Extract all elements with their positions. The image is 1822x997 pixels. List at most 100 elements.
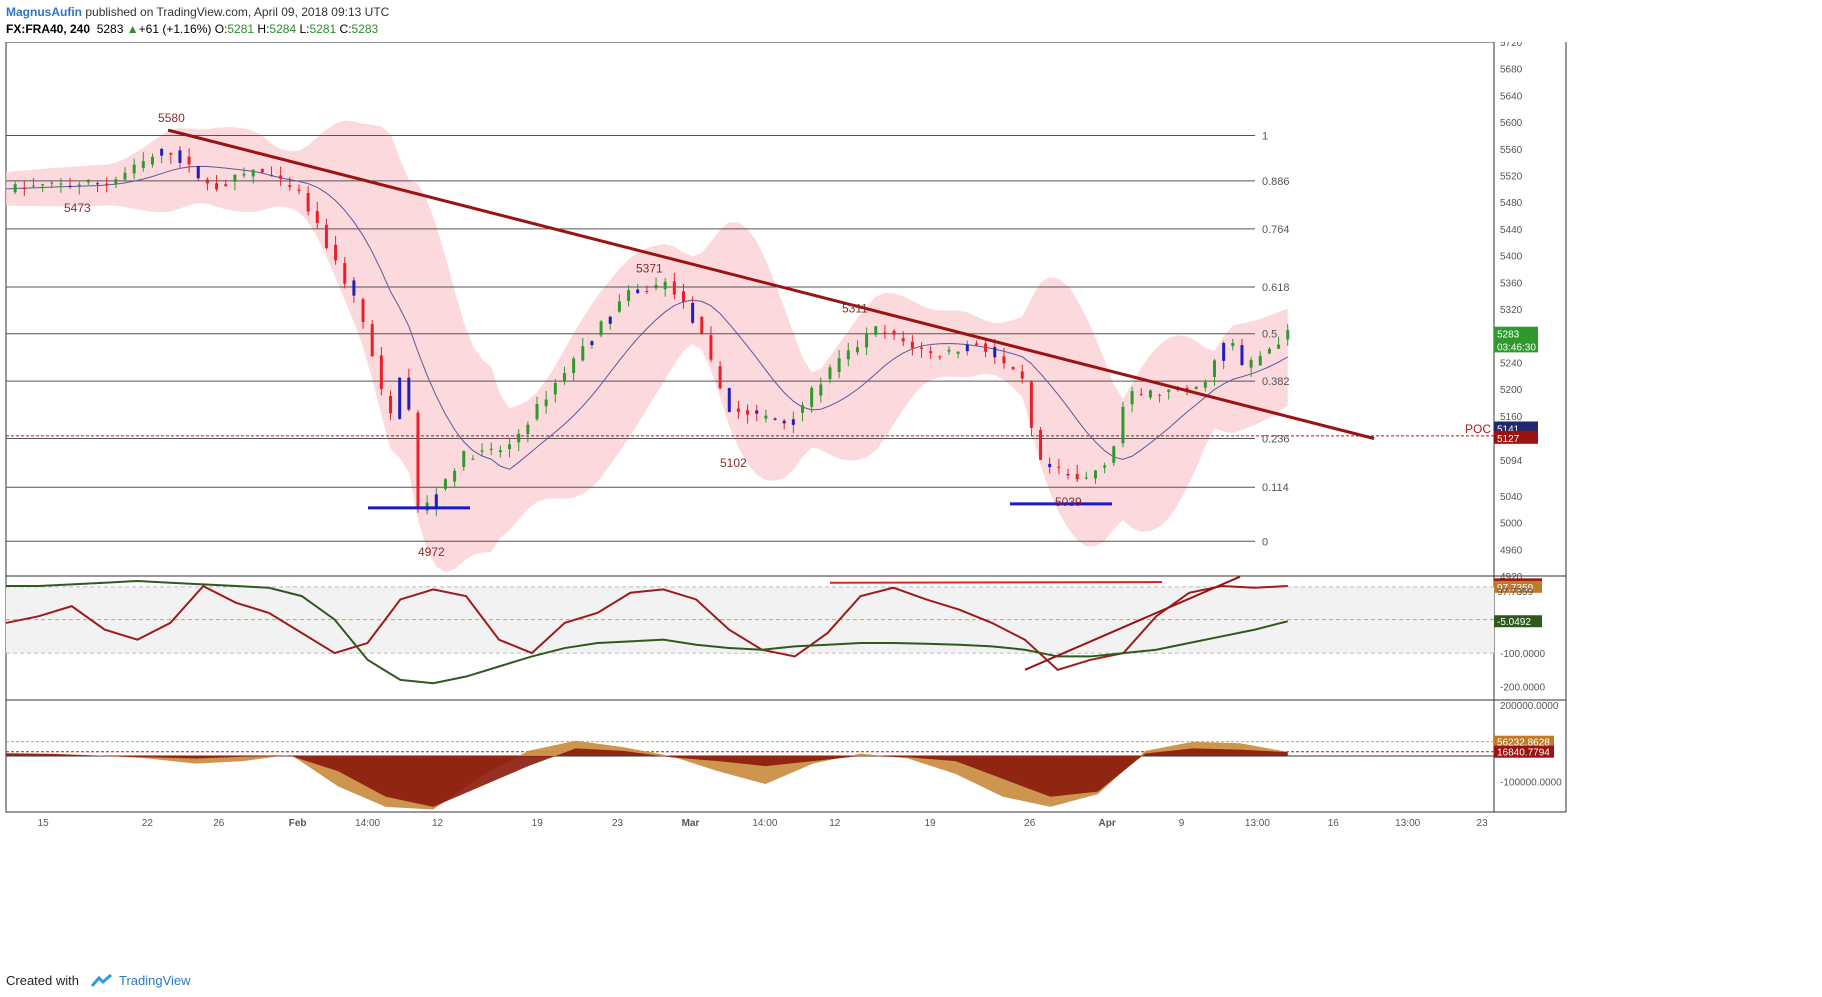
- candle-body: [1267, 348, 1271, 354]
- candle-body: [920, 347, 924, 349]
- candle-body: [736, 408, 740, 412]
- candle-body: [773, 418, 777, 420]
- candle-body: [1066, 474, 1070, 476]
- candle-body: [1277, 344, 1281, 349]
- candle-body: [123, 172, 127, 180]
- fib-level-label: 0.886: [1262, 176, 1290, 188]
- price-axis-tick: 5640: [1500, 91, 1523, 102]
- price-badge-text: 03:46:30: [1497, 342, 1536, 353]
- candle-body: [846, 350, 850, 360]
- candle-body: [150, 156, 154, 165]
- candle-body: [627, 290, 631, 301]
- price-axis-tick: 5160: [1500, 412, 1523, 423]
- candle-body: [169, 153, 173, 155]
- candle-body: [599, 321, 603, 336]
- candle-body: [132, 164, 136, 174]
- price-badge: [1494, 326, 1538, 340]
- candle-body: [205, 179, 209, 184]
- candle-body: [892, 330, 896, 335]
- candle-body: [810, 387, 814, 407]
- tradingview-link[interactable]: TradingView: [85, 970, 191, 992]
- candle-body: [41, 184, 45, 186]
- fib-level-label: 0.114: [1262, 482, 1289, 494]
- publish-info: published on TradingView.com, April 09, …: [85, 5, 390, 19]
- candle-body: [819, 384, 823, 396]
- candle-body: [1002, 356, 1006, 364]
- candle-body: [1029, 381, 1033, 428]
- flow-axis-tick: -100000.0000: [1500, 777, 1562, 788]
- candle-body: [77, 184, 81, 186]
- candle-body: [1139, 394, 1143, 396]
- time-axis-tick: Apr: [1099, 818, 1116, 829]
- time-axis-tick: 22: [142, 818, 154, 829]
- candle-body: [1057, 466, 1061, 468]
- candle-body: [343, 263, 347, 284]
- publish-line: MagnusAufin published on TradingView.com…: [6, 4, 1806, 21]
- candle-body: [379, 355, 383, 390]
- candle-body: [1194, 386, 1198, 389]
- candle-body: [782, 420, 786, 424]
- candle-body: [855, 347, 859, 353]
- candle-body: [1011, 366, 1015, 370]
- price-annotation: 5473: [64, 201, 91, 215]
- candle-body: [31, 185, 35, 187]
- candle-body: [746, 410, 750, 415]
- time-axis-tick: 23: [1477, 818, 1489, 829]
- flow-badge-text: 56232.8628: [1497, 738, 1550, 749]
- candle-body: [1039, 429, 1043, 460]
- candle-body: [315, 211, 319, 224]
- flow-badge-text: 16840.7794: [1497, 748, 1550, 759]
- candle-body: [1048, 463, 1052, 468]
- candle-body: [526, 424, 530, 435]
- candle-body: [1075, 474, 1079, 480]
- candle-body: [984, 343, 988, 352]
- candle-body: [1167, 389, 1171, 392]
- candle-body: [324, 224, 328, 248]
- candle-body: [645, 290, 649, 292]
- candle-body: [196, 166, 200, 179]
- change-arrow-icon: ▲: [126, 22, 139, 36]
- candle-body: [672, 281, 676, 295]
- price-axis-tick: 5680: [1500, 65, 1523, 76]
- candle-body: [1222, 342, 1226, 361]
- candle-body: [489, 448, 493, 450]
- price-badge: [1494, 430, 1538, 444]
- candle-body: [581, 346, 585, 361]
- candle-body: [1213, 360, 1217, 378]
- candle-body: [755, 410, 759, 414]
- candle-body: [443, 479, 447, 489]
- candle-body: [260, 168, 264, 173]
- price-chart[interactable]: 1 0.886 0.764 0.618 0.5 0.382 0.236 0.114 0 POC 55…: [0, 42, 1822, 967]
- candle-body: [398, 377, 402, 419]
- close-label: C:: [339, 22, 352, 36]
- candle-body: [508, 444, 512, 450]
- time-axis-tick: 19: [532, 818, 544, 829]
- time-axis-tick: 14:00: [752, 818, 777, 829]
- price-axis-tick: 5600: [1500, 118, 1523, 129]
- candle-body: [617, 301, 621, 312]
- time-axis-tick: 12: [432, 818, 444, 829]
- author-name[interactable]: MagnusAufin: [6, 5, 82, 19]
- candle-body: [297, 189, 301, 191]
- candle-body: [251, 169, 255, 177]
- candle-body: [434, 494, 438, 508]
- candle-body: [718, 366, 722, 389]
- candle-body: [1203, 382, 1207, 388]
- candle-body: [370, 324, 374, 357]
- candle-body: [1121, 406, 1125, 444]
- candle-body: [572, 358, 576, 374]
- low-value: 5281: [309, 22, 337, 36]
- symbol-label: FX:FRA40, 240: [6, 22, 91, 36]
- osc-series-line: [6, 580, 1288, 685]
- price-axis-tick: 5560: [1500, 145, 1523, 156]
- price-axis-tick: 5040: [1500, 492, 1523, 503]
- candle-body: [874, 326, 878, 335]
- fib-level-label: 1: [1262, 130, 1268, 142]
- candle-body: [1020, 371, 1024, 379]
- descending-trendline: [167, 128, 1375, 440]
- close-value: 5283: [351, 22, 379, 36]
- time-axis-tick: 15: [38, 818, 50, 829]
- fib-level-label: 0.236: [1262, 433, 1290, 445]
- time-axis-tick: 14:00: [355, 818, 380, 829]
- candle-body: [288, 185, 292, 187]
